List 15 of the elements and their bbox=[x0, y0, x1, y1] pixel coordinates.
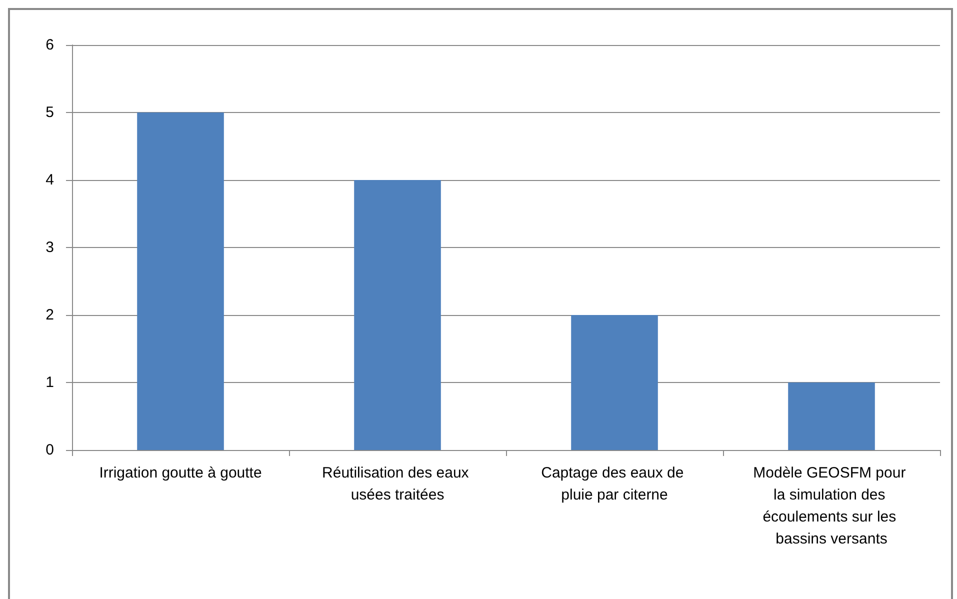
bar bbox=[788, 382, 875, 450]
bar bbox=[571, 315, 658, 450]
y-tick-label: 6 bbox=[46, 36, 54, 54]
y-tick-label: 3 bbox=[46, 239, 54, 256]
x-tick-label: Irrigation goutte à goutte bbox=[99, 464, 262, 482]
y-tick-label: 2 bbox=[46, 306, 54, 324]
x-tick-label: Réutilisation des eaux usées traitées bbox=[322, 464, 473, 504]
bar bbox=[137, 112, 224, 450]
x-tick-label: Modèle GEOSFM pour la simulation des écoulements sur les bassins versants bbox=[753, 464, 910, 548]
y-tick-label: 5 bbox=[46, 104, 54, 121]
y-tick-label: 0 bbox=[46, 442, 54, 458]
y-tick-label: 1 bbox=[46, 374, 54, 391]
bar bbox=[354, 180, 441, 450]
y-tick-label: 4 bbox=[46, 172, 54, 188]
x-tick-label: Captage des eaux de pluie par citerne bbox=[541, 464, 688, 504]
